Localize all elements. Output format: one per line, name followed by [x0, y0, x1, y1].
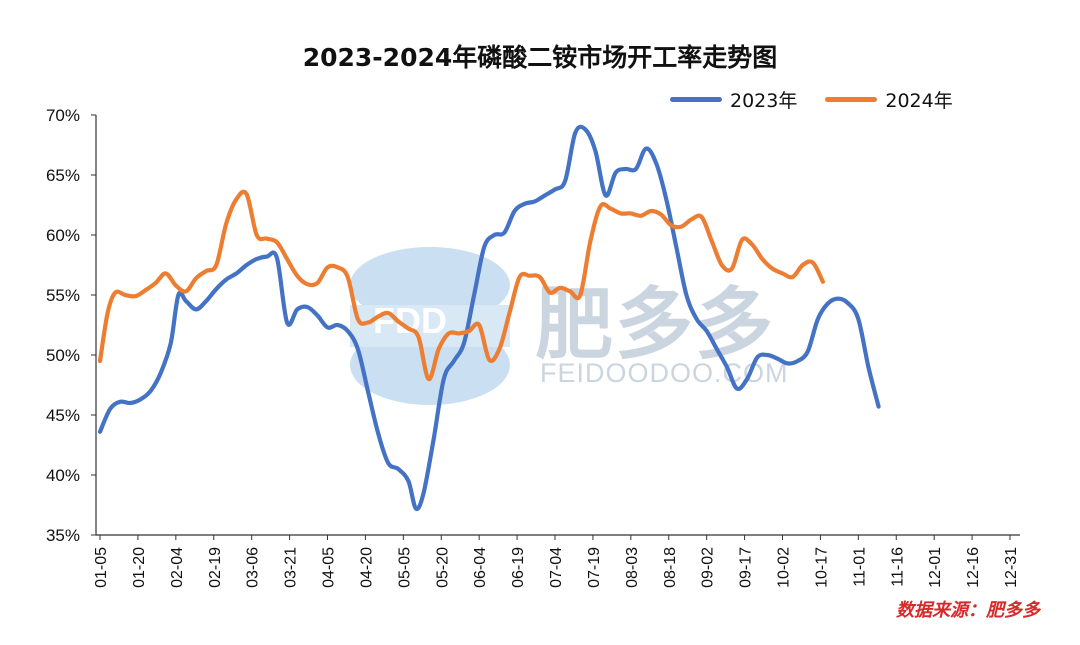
- x-tick-label: 09-17: [738, 547, 755, 588]
- y-tick-label: 40%: [46, 466, 80, 485]
- x-tick-label: 10-17: [813, 547, 830, 588]
- legend-item-2024: 2024年: [825, 86, 953, 113]
- x-tick-label: 08-18: [662, 547, 679, 588]
- legend-swatch-2023: [670, 97, 722, 102]
- legend-swatch-2024: [825, 97, 878, 102]
- x-tick-label: 06-04: [472, 547, 489, 588]
- y-tick-label: 45%: [46, 406, 80, 425]
- x-tick-label: 11-01: [851, 547, 868, 587]
- x-tick-label: 07-19: [586, 547, 603, 588]
- x-tick-label: 08-03: [624, 547, 641, 588]
- y-tick-label: 55%: [46, 286, 80, 305]
- x-tick-label: 01-05: [93, 547, 110, 588]
- x-tick-label: 06-19: [510, 547, 527, 588]
- x-tick-label: 01-20: [131, 547, 148, 588]
- legend-label-2023: 2023年: [730, 90, 798, 112]
- x-tick-label: 07-04: [548, 547, 565, 588]
- x-tick-label: 12-16: [965, 547, 982, 588]
- chart-title: 2023-2024年磷酸二铵市场开工率走势图: [302, 43, 778, 72]
- x-tick-label: 05-05: [396, 547, 413, 588]
- x-tick-label: 12-01: [927, 547, 944, 588]
- x-tick-label: 05-20: [434, 547, 451, 588]
- x-tick-label: 04-20: [358, 547, 375, 588]
- x-tick-label: 03-21: [283, 547, 300, 588]
- y-tick-label: 50%: [46, 346, 80, 365]
- x-tick-label: 12-31: [1003, 547, 1020, 588]
- x-tick-label: 02-19: [207, 547, 224, 588]
- x-tick-label: 03-06: [245, 547, 262, 588]
- series-line-2024: [97, 189, 825, 382]
- legend-item-2023: 2023年: [670, 86, 797, 113]
- x-tick-label: 02-04: [169, 547, 186, 588]
- data-source: 数据来源：肥多多: [896, 600, 1040, 621]
- x-tick-label: 09-02: [700, 547, 717, 588]
- y-tick-label: 70%: [46, 106, 80, 125]
- legend-label-2024: 2024年: [885, 90, 953, 112]
- y-tick-label: 60%: [46, 226, 80, 245]
- series-layer: [97, 124, 881, 512]
- x-tick-label: 04-05: [321, 547, 338, 588]
- legend: 2023年 2024年: [670, 86, 953, 113]
- x-tick-label: 10-02: [776, 547, 793, 588]
- x-tick-label: 11-16: [889, 547, 906, 587]
- y-tick-label: 65%: [46, 166, 80, 185]
- chart-axes: 35% 40% 45% 50% 55% 60% 65% 70% 01-05 01-20 02-04 0…: [46, 106, 1020, 588]
- y-tick-label: 35%: [46, 526, 80, 545]
- series-line-2023: [97, 124, 881, 512]
